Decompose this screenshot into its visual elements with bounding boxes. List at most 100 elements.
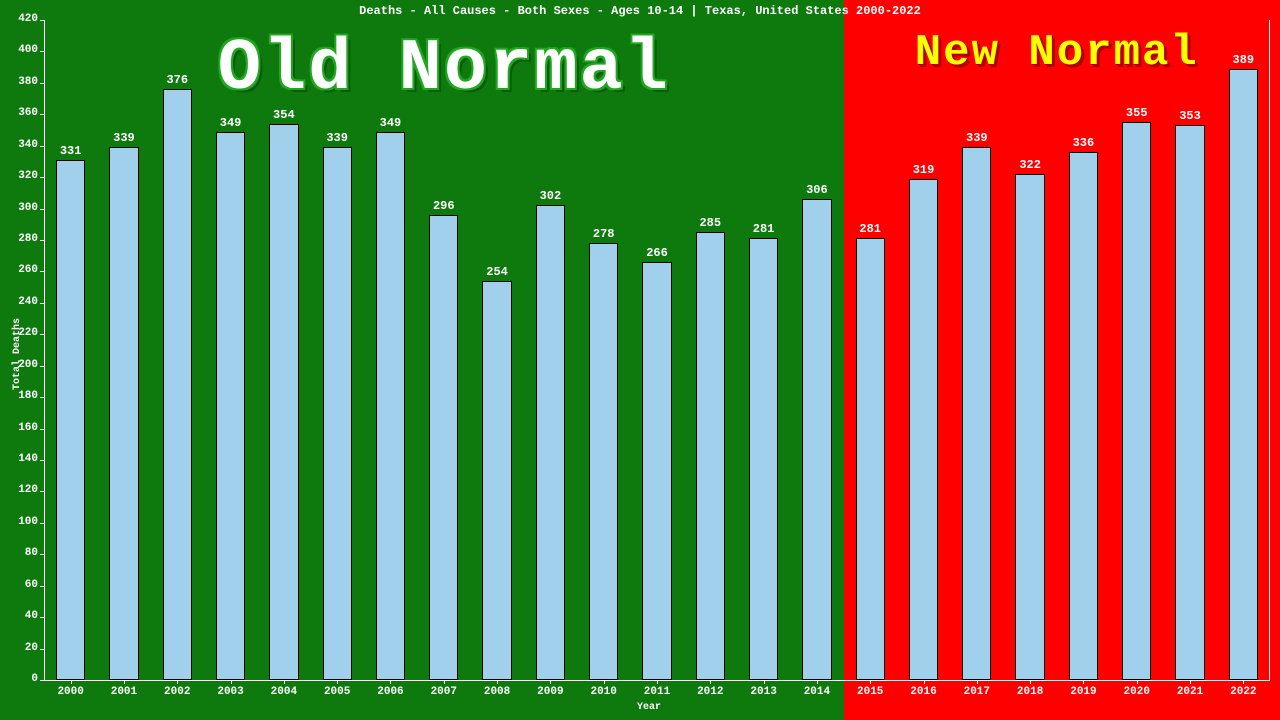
bar xyxy=(802,199,831,680)
y-tick xyxy=(40,680,44,681)
bar xyxy=(1229,69,1258,680)
y-tick xyxy=(40,114,44,115)
x-tick xyxy=(817,680,818,684)
x-tick xyxy=(497,680,498,684)
y-tick xyxy=(40,397,44,398)
bar xyxy=(642,262,671,680)
y-tick-label: 300 xyxy=(0,202,38,214)
bar xyxy=(1069,152,1098,680)
x-tick xyxy=(977,680,978,684)
x-tick-label: 2009 xyxy=(524,686,577,698)
x-tick xyxy=(924,680,925,684)
x-tick-label: 2022 xyxy=(1217,686,1270,698)
chart-title: Deaths - All Causes - Both Sexes - Ages … xyxy=(0,4,1280,18)
y-tick-label: 40 xyxy=(0,610,38,622)
bar-value-label: 278 xyxy=(584,227,624,241)
y-tick xyxy=(40,554,44,555)
bar xyxy=(1015,174,1044,680)
y-tick xyxy=(40,586,44,587)
y-axis-label: Total Deaths xyxy=(12,318,23,390)
y-tick-label: 140 xyxy=(0,453,38,465)
x-tick xyxy=(390,680,391,684)
overlay-new-normal: New Normal xyxy=(915,28,1199,78)
x-tick xyxy=(550,680,551,684)
x-tick xyxy=(284,680,285,684)
y-tick-label: 240 xyxy=(0,296,38,308)
y-tick xyxy=(40,366,44,367)
bar-value-label: 376 xyxy=(157,73,197,87)
bar-value-label: 306 xyxy=(797,183,837,197)
bar xyxy=(56,160,85,680)
x-tick-label: 2001 xyxy=(97,686,150,698)
y-tick xyxy=(40,51,44,52)
y-tick-label: 340 xyxy=(0,139,38,151)
y-tick-label: 120 xyxy=(0,484,38,496)
bar xyxy=(749,238,778,680)
bar-value-label: 266 xyxy=(637,246,677,260)
y-tick xyxy=(40,303,44,304)
x-tick-label: 2017 xyxy=(950,686,1003,698)
x-tick-label: 2013 xyxy=(737,686,790,698)
x-tick-label: 2014 xyxy=(790,686,843,698)
y-tick xyxy=(40,649,44,650)
y-tick-label: 80 xyxy=(0,547,38,559)
bar xyxy=(216,132,245,680)
bar xyxy=(482,281,511,680)
bar-value-label: 285 xyxy=(690,216,730,230)
bar xyxy=(429,215,458,680)
x-tick xyxy=(604,680,605,684)
x-tick-label: 2002 xyxy=(151,686,204,698)
bar-value-label: 254 xyxy=(477,265,517,279)
x-tick-label: 2005 xyxy=(311,686,364,698)
x-axis-label: Year xyxy=(637,702,661,713)
x-tick xyxy=(870,680,871,684)
y-tick xyxy=(40,491,44,492)
x-tick-label: 2019 xyxy=(1057,686,1110,698)
y-tick xyxy=(40,523,44,524)
bar-value-label: 349 xyxy=(370,116,410,130)
y-tick-label: 60 xyxy=(0,579,38,591)
y-tick-label: 260 xyxy=(0,264,38,276)
x-tick-label: 2000 xyxy=(44,686,97,698)
x-tick xyxy=(1243,680,1244,684)
y-tick xyxy=(40,334,44,335)
y-tick xyxy=(40,177,44,178)
x-tick xyxy=(177,680,178,684)
y-tick-label: 320 xyxy=(0,170,38,182)
bar xyxy=(376,132,405,680)
overlay-old-normal: Old Normal xyxy=(218,28,670,110)
bar-value-label: 331 xyxy=(51,144,91,158)
bar xyxy=(109,147,138,680)
x-tick xyxy=(1137,680,1138,684)
x-tick-label: 2010 xyxy=(577,686,630,698)
x-tick-label: 2020 xyxy=(1110,686,1163,698)
bar-value-label: 389 xyxy=(1223,53,1263,67)
chart-container: Deaths - All Causes - Both Sexes - Ages … xyxy=(0,0,1280,720)
x-tick xyxy=(444,680,445,684)
bar xyxy=(536,205,565,680)
bar-value-label: 322 xyxy=(1010,158,1050,172)
x-tick xyxy=(71,680,72,684)
x-tick xyxy=(764,680,765,684)
y-tick xyxy=(40,20,44,21)
bar-value-label: 339 xyxy=(957,131,997,145)
bar-value-label: 281 xyxy=(850,222,890,236)
bar-value-label: 349 xyxy=(211,116,251,130)
bar xyxy=(1122,122,1151,680)
bar xyxy=(1175,125,1204,680)
y-tick-label: 420 xyxy=(0,13,38,25)
bar-value-label: 355 xyxy=(1117,106,1157,120)
bar-value-label: 319 xyxy=(904,163,944,177)
bar-value-label: 339 xyxy=(104,131,144,145)
bar xyxy=(163,89,192,680)
bar-value-label: 302 xyxy=(530,189,570,203)
bar-value-label: 296 xyxy=(424,199,464,213)
y-tick xyxy=(40,271,44,272)
bar xyxy=(696,232,725,680)
x-tick xyxy=(337,680,338,684)
x-tick xyxy=(1190,680,1191,684)
x-tick-label: 2016 xyxy=(897,686,950,698)
bar-value-label: 281 xyxy=(744,222,784,236)
x-tick-label: 2008 xyxy=(470,686,523,698)
y-tick-label: 400 xyxy=(0,44,38,56)
